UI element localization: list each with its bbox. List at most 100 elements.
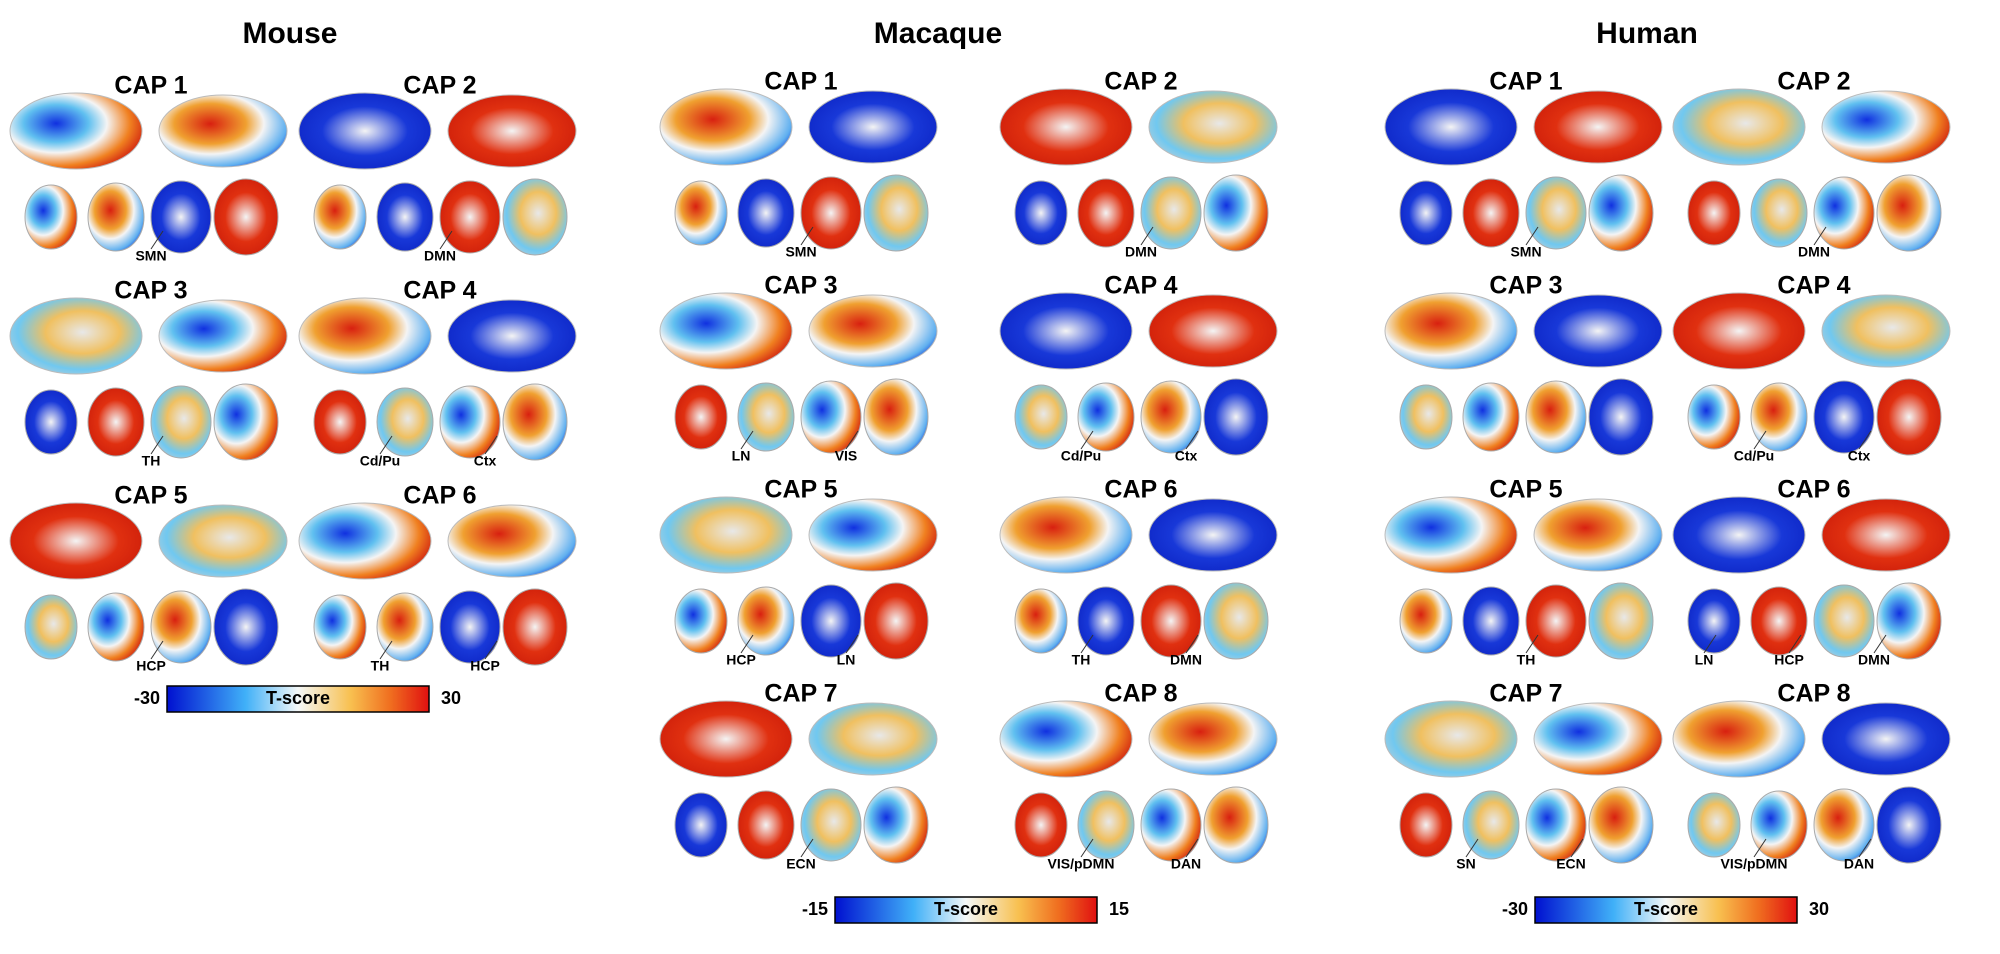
network-label: HCP [136, 658, 166, 674]
label-pointer [1570, 838, 1584, 858]
colorbar-label: T-score [934, 899, 998, 919]
brain-axial [674, 180, 728, 246]
brain-axial [1525, 380, 1587, 454]
label-pointer [379, 640, 393, 660]
label-pointer [1858, 838, 1872, 858]
cap-title: CAP 6 [1104, 476, 1177, 504]
network-label: Ctx [1848, 448, 1871, 464]
brain-medial [1148, 90, 1278, 164]
colorbar [834, 896, 1098, 924]
brain-axial [1077, 178, 1135, 248]
network-label: HCP [470, 658, 500, 674]
brain-medial [1821, 90, 1951, 164]
brain-axial [24, 594, 78, 660]
brain-axial [863, 786, 929, 864]
cap-title: CAP 6 [1777, 476, 1850, 504]
label-pointer [150, 435, 164, 455]
brain-axial [376, 592, 434, 662]
brain-axial [502, 588, 568, 666]
cap-title: CAP 7 [1489, 680, 1562, 708]
cap-title: CAP 1 [1489, 68, 1562, 96]
brain-axial [1876, 786, 1942, 864]
brain-axial [1750, 178, 1808, 248]
brain-lateral [1672, 292, 1806, 370]
cap-title: CAP 5 [1489, 476, 1562, 504]
brain-axial [1687, 180, 1741, 246]
brain-lateral [1384, 496, 1518, 574]
network-label: LN [837, 652, 856, 668]
brain-axial [213, 178, 279, 256]
brain-medial [1533, 90, 1663, 164]
brain-axial [1399, 792, 1453, 858]
brain-medial [808, 90, 938, 164]
label-pointer [800, 838, 814, 858]
brain-axial [1014, 588, 1068, 654]
colorbar [166, 685, 430, 713]
label-pointer [1858, 430, 1872, 450]
brain-lateral [1384, 88, 1518, 166]
brain-axial [1399, 588, 1453, 654]
cap-title: CAP 2 [403, 72, 476, 100]
brain-lateral [9, 502, 143, 580]
cap-title: CAP 1 [764, 68, 837, 96]
brain-axial [863, 378, 929, 456]
brain-medial [1533, 498, 1663, 572]
brain-medial [1533, 294, 1663, 368]
brain-axial [1399, 180, 1453, 246]
network-label: DAN [1844, 856, 1874, 872]
brain-axial [1750, 790, 1808, 860]
colorbar-label: T-score [1634, 899, 1698, 919]
brain-axial [674, 588, 728, 654]
label-pointer [1080, 430, 1094, 450]
label-pointer [1813, 226, 1827, 246]
brain-axial [800, 380, 862, 454]
brain-lateral [1672, 700, 1806, 778]
label-pointer [800, 226, 814, 246]
label-pointer [484, 640, 498, 660]
network-label: Cd/Pu [1061, 448, 1101, 464]
cap-title: CAP 3 [114, 277, 187, 305]
brain-axial [737, 586, 795, 656]
brain-axial [87, 387, 145, 457]
brain-axial [1876, 378, 1942, 456]
network-label: DMN [1798, 244, 1830, 260]
brain-lateral [999, 700, 1133, 778]
label-pointer [439, 230, 453, 250]
network-label: Ctx [474, 453, 497, 469]
network-label: TH [1517, 652, 1536, 668]
brain-lateral [298, 502, 432, 580]
colorbar [1534, 896, 1798, 924]
cap-title: CAP 4 [1777, 272, 1850, 300]
label-pointer [1525, 634, 1539, 654]
brain-axial [1813, 788, 1875, 862]
brain-axial [1077, 790, 1135, 860]
brain-axial [24, 184, 78, 250]
brain-axial [1203, 582, 1269, 660]
colorbar-min: -15 [802, 899, 828, 919]
brain-medial [447, 504, 577, 578]
panel-title: Mouse [242, 17, 337, 50]
brain-lateral [9, 297, 143, 375]
brain-lateral [999, 292, 1133, 370]
label-pointer [484, 435, 498, 455]
brain-axial [674, 384, 728, 450]
brain-axial [1140, 584, 1202, 658]
brain-axial [150, 180, 212, 254]
brain-lateral [999, 496, 1133, 574]
brain-medial [1821, 498, 1951, 572]
cap-title: CAP 7 [764, 680, 837, 708]
brain-lateral [9, 92, 143, 170]
panel-title: Macaque [874, 17, 1002, 50]
colorbar-min: -30 [1502, 899, 1528, 919]
brain-axial [1588, 174, 1654, 252]
brain-axial [1687, 792, 1741, 858]
brain-axial [1750, 586, 1808, 656]
label-pointer [1753, 430, 1767, 450]
brain-lateral [659, 700, 793, 778]
network-label: Ctx [1175, 448, 1198, 464]
network-label: Cd/Pu [360, 453, 400, 469]
brain-axial [1203, 378, 1269, 456]
brain-lateral [999, 88, 1133, 166]
brain-axial [1462, 178, 1520, 248]
